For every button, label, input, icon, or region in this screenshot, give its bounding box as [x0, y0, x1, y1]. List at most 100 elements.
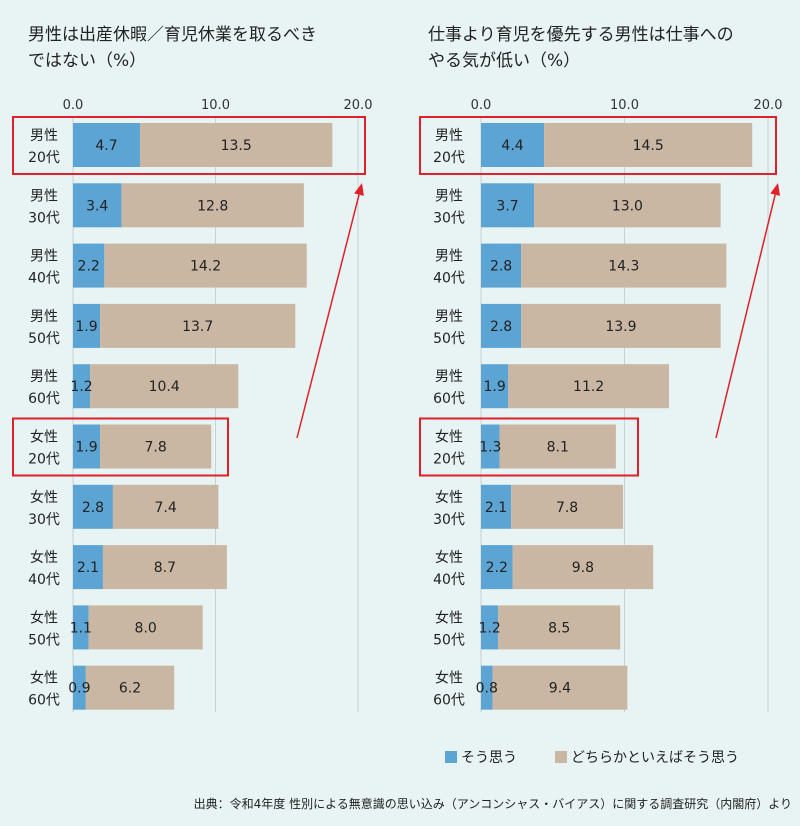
category-label-age: 40代: [433, 572, 465, 588]
bar-series1: [73, 243, 105, 288]
data-label-series1: 2.2: [486, 560, 508, 576]
data-label-series2: 7.4: [154, 500, 176, 516]
chart-title-line-2: やる気が低い（%）: [428, 51, 580, 71]
bar-row: 3.4 12.8 男性 30代: [28, 183, 304, 228]
bar-series1: [481, 484, 512, 529]
chart-title-line-1: 仕事より育児を優先する男性は仕事への: [428, 25, 734, 45]
data-label-series2: 12.8: [197, 198, 228, 214]
data-label-series2: 8.7: [154, 560, 176, 576]
category-label-age: 20代: [28, 150, 60, 166]
category-label-gender: 女性: [30, 429, 58, 446]
bar-series2: [85, 665, 175, 710]
data-label-series2: 9.8: [572, 560, 594, 576]
bar-series1: [481, 364, 509, 409]
bar-series1: [481, 303, 522, 348]
bar-row: 0.9 6.2 女性 60代: [28, 665, 175, 710]
category-label-age: 30代: [28, 512, 60, 528]
category-label-gender: 女性: [435, 609, 463, 626]
bar-row: 4.4 14.5 男性 20代: [433, 123, 753, 167]
bar-row: 1.9 13.7 男性 50代: [28, 303, 296, 348]
bar-series2: [88, 605, 203, 650]
bar-series2: [508, 364, 669, 409]
bar-series1: [73, 183, 122, 228]
category-label-gender: 女性: [435, 489, 463, 506]
bar-series1: [73, 484, 113, 529]
highlight-box: [419, 417, 639, 477]
bar-series2: [521, 303, 721, 348]
category-label-gender: 女性: [435, 549, 463, 566]
data-label-series1: 1.9: [75, 319, 97, 335]
bar-row: 2.1 7.8 女性 30代: [433, 484, 624, 529]
data-label-series1: 1.9: [483, 379, 505, 395]
bar-series2: [121, 183, 304, 228]
data-label-series2: 13.5: [221, 138, 252, 154]
bar-series2: [521, 243, 727, 288]
bar-row: 1.1 8.0 女性 50代: [28, 605, 203, 650]
highlight-box: [419, 116, 777, 175]
bar-series2: [100, 424, 212, 469]
bar-row: 2.2 9.8 女性 40代: [433, 545, 654, 590]
bar-series2: [499, 424, 616, 469]
trend-arrow-line: [296, 194, 360, 439]
data-label-series1: 2.8: [82, 500, 104, 516]
data-label-series1: 2.1: [77, 560, 99, 576]
bar-series1: [481, 545, 513, 590]
trend-arrow-head-icon: [770, 183, 781, 196]
data-label-series2: 11.2: [573, 379, 604, 395]
category-label-gender: 女性: [30, 489, 58, 506]
category-label-gender: 男性: [30, 369, 58, 385]
category-label-age: 30代: [433, 512, 465, 528]
data-label-series2: 7.8: [556, 500, 578, 516]
bar-series1: [73, 123, 140, 167]
category-label-age: 30代: [28, 210, 60, 226]
category-label-gender: 男性: [435, 309, 463, 325]
data-label-series1: 1.9: [75, 440, 97, 456]
data-label-series2: 6.2: [119, 681, 141, 697]
bar-row: 3.7 13.0 男性 30代: [433, 183, 721, 228]
data-label-series1: 2.2: [78, 259, 100, 275]
legend-swatch-1: [445, 751, 457, 763]
data-label-series2: 10.4: [149, 379, 180, 395]
legend-label-1: そう思う: [461, 750, 517, 766]
bar-series1: [73, 665, 86, 710]
bar-series1: [481, 123, 545, 167]
bar-series1: [481, 605, 499, 650]
category-label-age: 60代: [433, 391, 465, 407]
bar-row: 4.7 13.5 男性 20代: [28, 123, 333, 167]
chart-title-line-2: ではない（%）: [28, 51, 146, 71]
bar-series1: [481, 424, 500, 469]
category-label-age: 60代: [28, 391, 60, 407]
bar-series1: [73, 364, 91, 409]
category-label-age: 50代: [28, 331, 60, 347]
legend: そう思う どちらかといえばそう思う: [445, 750, 739, 766]
category-label-gender: 男性: [435, 188, 463, 204]
category-label-gender: 男性: [30, 128, 58, 144]
x-tick-label: 0.0: [63, 98, 84, 113]
bar-series2: [104, 243, 307, 288]
x-tick-label: 10.0: [610, 98, 639, 113]
bar-series2: [512, 545, 654, 590]
bar-series1: [481, 243, 522, 288]
bar-row: 2.2 14.2 男性 40代: [28, 243, 307, 288]
bar-series1: [73, 605, 89, 650]
category-label-gender: 男性: [435, 249, 463, 265]
legend-label-2: どちらかといえばそう思う: [571, 750, 739, 766]
bar-series2: [100, 303, 296, 348]
category-label-gender: 女性: [30, 670, 58, 687]
data-label-series2: 9.4: [549, 681, 571, 697]
category-label-age: 50代: [433, 331, 465, 347]
bar-series2: [112, 484, 219, 529]
x-tick-label: 10.0: [201, 98, 230, 113]
data-label-series2: 14.2: [190, 259, 221, 275]
data-label-series1: 1.2: [70, 379, 92, 395]
bar-row: 2.8 13.9 男性 50代: [433, 303, 721, 348]
data-label-series2: 8.5: [548, 620, 570, 636]
data-label-series1: 4.7: [95, 138, 117, 154]
data-label-series1: 3.7: [496, 198, 518, 214]
data-label-series1: 2.8: [490, 259, 512, 275]
category-label-age: 60代: [433, 693, 465, 709]
bar-series2: [544, 123, 753, 167]
category-label-age: 20代: [433, 150, 465, 166]
x-tick-label: 20.0: [754, 98, 783, 113]
